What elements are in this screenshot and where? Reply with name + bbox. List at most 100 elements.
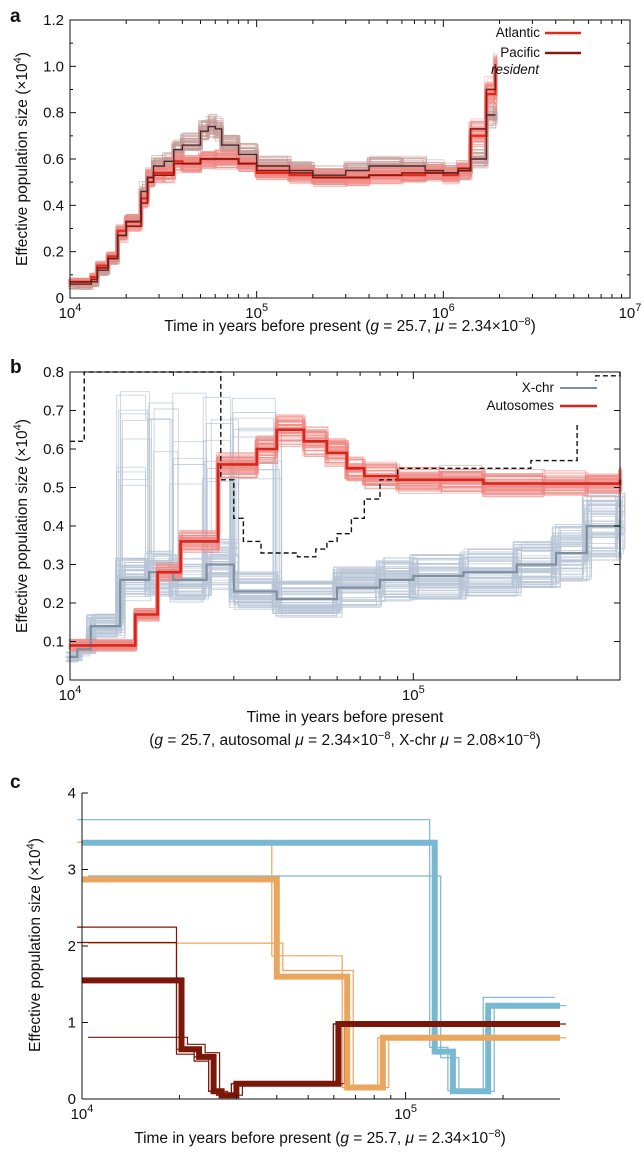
resident-bootstrap-trace (71, 117, 498, 290)
resident-bootstrap-trace (68, 112, 494, 285)
resident-bootstrap-trace (69, 117, 496, 291)
resident-bootstrap-trace (68, 111, 495, 287)
x-tick-label: 107 (619, 302, 642, 322)
y-tick-label: 0.7 (43, 403, 64, 420)
panel-c-bootstrap-traces (77, 819, 566, 1096)
resident-bootstrap-trace (69, 107, 496, 282)
resident-bootstrap-trace (69, 117, 496, 286)
series-resident (70, 114, 496, 285)
panel-b-series (70, 371, 622, 658)
resident-bootstrap-trace (68, 118, 495, 288)
resident-bootstrap-trace (70, 114, 497, 290)
resident-bootstrap-trace (69, 118, 496, 288)
x-tick-label: 104 (59, 302, 82, 322)
resident-bootstrap-trace (68, 115, 495, 288)
resident-bootstrap-trace (69, 109, 496, 283)
y-tick-label: 0.3 (43, 557, 64, 574)
resident-bootstrap-trace (68, 113, 494, 289)
xchr-bootstrap-trace (75, 408, 626, 661)
y-tick-label: 0.8 (43, 364, 64, 381)
resident-bootstrap-trace (70, 114, 497, 285)
resident-bootstrap-trace (71, 114, 498, 286)
pacific-bootstrap-trace (68, 59, 495, 284)
y-tick-label: 0 (56, 672, 64, 689)
pacific-bootstrap-trace (71, 73, 498, 282)
resident-bootstrap-trace (68, 109, 495, 281)
resident-bootstrap-trace (69, 116, 496, 282)
resident-bootstrap-trace (68, 114, 495, 287)
y-tick-label: 1.2 (43, 12, 64, 29)
resident-bootstrap-trace (70, 102, 497, 282)
resident-bootstrap-trace (70, 114, 497, 286)
resident-bootstrap-trace (68, 108, 495, 282)
resident-bootstrap-trace (71, 113, 498, 283)
legend-label-xchr: X-chr (522, 380, 555, 395)
resident-bootstrap-trace (71, 112, 498, 289)
xchr-bootstrap-trace (66, 461, 617, 654)
legend-label-autosomes: Autosomes (486, 398, 554, 413)
autosomes-bootstrap-trace (68, 424, 619, 647)
panel-c-x-axis-label: Time in years before present (g = 25.7, … (134, 1128, 506, 1147)
x-tick-label: 104 (59, 684, 82, 704)
panel-a: a 00.20.40.60.81.01.2 104 105 106 107 Effec… (10, 6, 641, 335)
legend-label-resident: resident (491, 62, 540, 77)
y-tick-label: 3 (68, 862, 76, 879)
resident-bootstrap-trace (68, 113, 495, 289)
resident-bootstrap-trace (68, 106, 494, 285)
resident-bootstrap-trace (68, 118, 495, 282)
resident-bootstrap-trace (69, 111, 495, 289)
y-tick-label: 0.6 (43, 151, 64, 168)
bootstrap-trace (88, 942, 566, 1089)
panel-a-legend: Atlantic Pacific resident (491, 25, 581, 77)
y-tick-label: 0 (68, 1091, 76, 1108)
y-tick-label: 0.5 (43, 480, 64, 497)
resident-bootstrap-trace (68, 107, 495, 283)
panel-a-y-axis-label: Effective population size (×104) (12, 52, 31, 266)
series-xchr (70, 524, 620, 658)
x-tick-label: 104 (71, 1103, 94, 1123)
x-tick-label: 105 (402, 684, 425, 704)
y-tick-label: 1.0 (43, 58, 64, 75)
resident-bootstrap-trace (71, 108, 497, 283)
series-blue (82, 839, 560, 1095)
bootstrap-trace (88, 875, 566, 1093)
panel-a-x-axis-label: Time in years before present (g = 25.7, … (164, 316, 536, 335)
resident-bootstrap-trace (71, 114, 497, 285)
y-tick-label: 0 (56, 290, 64, 307)
y-tick-label: 0.2 (43, 244, 64, 261)
panel-b-label: b (10, 357, 22, 378)
series-orange (82, 876, 560, 1091)
legend-label-pacific: Pacific (500, 45, 540, 60)
resident-bootstrap-trace (71, 108, 497, 284)
panel-b: b 0 0.1 0.2 0.3 0.4 0.5 0.6 0.7 0.8 104 105 Effec… (10, 357, 626, 749)
panel-c-x-ticks: 104 105 (71, 1092, 504, 1123)
pacific-bootstrap-trace (71, 56, 498, 280)
y-tick-label: 0.2 (43, 595, 64, 612)
panel-b-y-ticks: 0 0.1 0.2 0.3 0.4 0.5 0.6 0.7 0.8 (43, 364, 620, 689)
resident-bootstrap-trace (69, 107, 496, 286)
resident-bootstrap-trace (70, 119, 497, 287)
resident-bootstrap-trace (68, 115, 495, 282)
resident-bootstrap-trace (71, 107, 498, 286)
panel-b-bootstrap-traces (65, 391, 626, 663)
y-tick-label: 0.6 (43, 441, 64, 458)
pacific-bootstrap-trace (71, 76, 497, 285)
x-tick-label: 105 (394, 1103, 417, 1123)
resident-bootstrap-trace (68, 111, 494, 288)
resident-bootstrap-trace (70, 111, 497, 287)
xchr-bootstrap-trace (67, 504, 619, 658)
pacific-bootstrap-trace (68, 65, 495, 284)
resident-bootstrap-trace (71, 104, 498, 285)
y-tick-label: 0.4 (43, 518, 64, 535)
panel-a-series (70, 64, 497, 285)
series-dashed (70, 371, 621, 558)
resident-bootstrap-trace (69, 101, 496, 280)
panel-c-series (82, 839, 560, 1099)
bootstrap-trace (77, 819, 555, 1092)
series-dark-red (82, 977, 560, 1099)
xchr-bootstrap-trace (65, 478, 617, 658)
resident-bootstrap-trace (71, 116, 498, 287)
panel-b-x-axis-label: Time in years before present (247, 709, 444, 726)
legend-label-atlantic: Atlantic (496, 25, 541, 40)
